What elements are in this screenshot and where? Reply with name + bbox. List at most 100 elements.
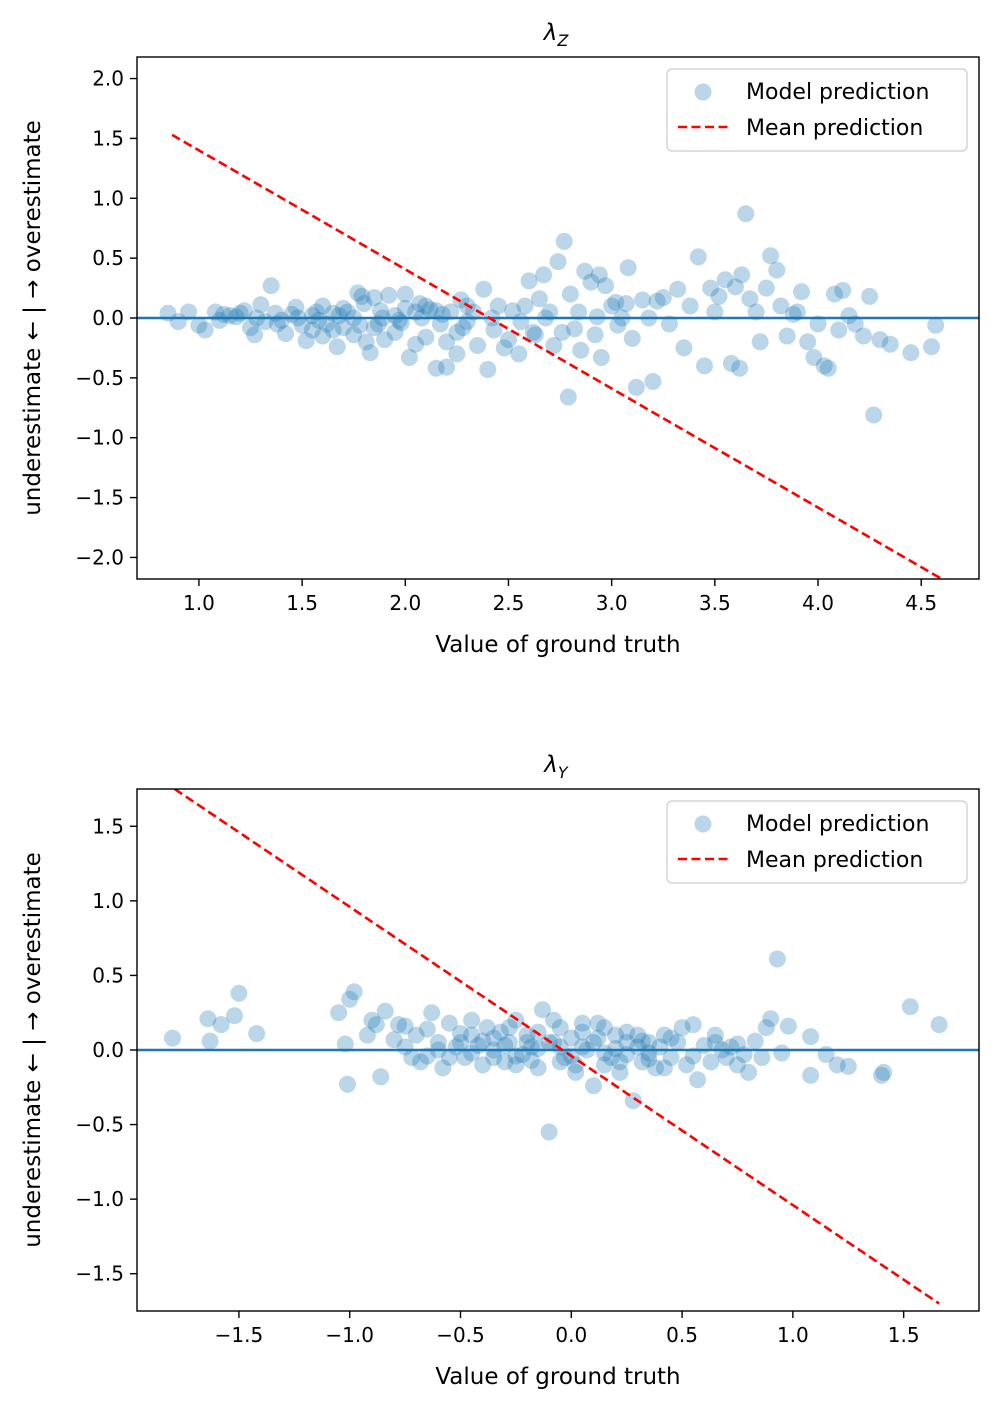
data-point [740, 1063, 758, 1081]
data-point [865, 406, 883, 424]
data-point [819, 359, 837, 377]
y-axis: 2.0 1.5 1.0 0.5 0.0 −0.5 −1.0 −1.5 −2.0 [75, 67, 137, 569]
data-point [768, 950, 786, 968]
data-point [500, 1034, 518, 1051]
data-point [902, 344, 920, 362]
data-point [507, 1056, 525, 1074]
data-point [469, 337, 486, 354]
data-point [799, 333, 817, 351]
data-point [452, 1025, 469, 1043]
data-point [731, 359, 749, 377]
data-point [633, 1032, 651, 1050]
data-point [729, 1056, 746, 1074]
data-point [696, 357, 713, 375]
data-point [310, 311, 328, 329]
data-point [463, 1026, 481, 1044]
data-point [518, 1034, 536, 1051]
data-point [448, 323, 466, 341]
data-point [303, 321, 321, 339]
data-point [573, 1038, 591, 1056]
data-point [396, 1038, 414, 1056]
data-point [293, 316, 311, 334]
data-point [345, 326, 363, 344]
data-point [478, 1019, 496, 1037]
data-point [180, 303, 198, 321]
data-point [602, 1049, 620, 1066]
chart-title-main: λ [542, 752, 558, 778]
data-point [400, 349, 418, 366]
data-point [871, 331, 889, 349]
x-tick-label: 4.5 [905, 591, 937, 615]
data-point [463, 1044, 481, 1062]
data-point [159, 304, 177, 322]
data-point [215, 305, 233, 323]
data-point [678, 1056, 695, 1074]
data-point [607, 293, 625, 311]
y-tick-label: 1.0 [92, 889, 124, 913]
data-point [618, 1023, 636, 1041]
data-point [376, 331, 394, 349]
data-point [392, 314, 410, 332]
data-point [722, 1038, 740, 1056]
data-point [553, 323, 571, 341]
data-point [289, 309, 307, 327]
data-point [440, 1014, 458, 1032]
data-point [500, 331, 517, 349]
scatter-points [164, 950, 948, 1141]
data-point [345, 983, 363, 1001]
data-point [613, 309, 631, 327]
data-point [537, 309, 555, 327]
data-point [722, 355, 740, 372]
data-point [367, 1016, 385, 1034]
data-point [881, 335, 899, 353]
data-point [768, 261, 786, 279]
data-point [211, 311, 228, 329]
data-point [655, 1059, 673, 1077]
data-point [561, 285, 579, 303]
data-point [607, 1026, 625, 1044]
data-point [518, 1026, 536, 1044]
data-point [735, 1046, 753, 1063]
data-point [248, 309, 266, 327]
data-point [361, 344, 379, 362]
data-point [927, 316, 945, 334]
data-point [324, 321, 342, 339]
data-point [592, 349, 610, 366]
data-point [421, 301, 439, 319]
data-point [522, 1038, 540, 1056]
data-point [385, 1031, 403, 1049]
data-point [390, 311, 408, 329]
scatter-points [159, 205, 945, 424]
y-tick-label: −1.5 [75, 1262, 124, 1286]
data-point [463, 1011, 481, 1029]
y-axis-label: underestimate ← | → overestimate [20, 852, 46, 1248]
x-tick-label: −1.0 [325, 1323, 374, 1347]
data-point [588, 308, 606, 326]
x-axis-label: Value of ground truth [435, 632, 680, 658]
data-point [273, 311, 290, 329]
data-point [469, 1037, 487, 1054]
data-point [570, 303, 588, 321]
data-point [417, 328, 435, 346]
legend-label-model-prediction: Model prediction [746, 812, 929, 837]
y-tick-label: 0.0 [92, 306, 124, 330]
data-point [567, 1063, 585, 1081]
data-point [585, 1077, 602, 1095]
data-point [201, 1032, 219, 1050]
x-tick-label: 0.5 [666, 1323, 698, 1347]
chart-title-subscript: Z [556, 31, 569, 50]
data-point [372, 1068, 390, 1086]
x-axis: −1.5 −1.0 −0.5 0.0 0.5 1.0 1.5 [215, 1311, 920, 1347]
data-point [779, 1017, 797, 1035]
data-point [485, 1041, 503, 1059]
data-point [226, 1007, 243, 1025]
data-point [418, 1020, 436, 1038]
data-point [609, 316, 627, 334]
data-point [318, 315, 336, 333]
data-point [624, 1092, 642, 1110]
data-point [334, 299, 352, 317]
data-point [372, 302, 389, 320]
data-point [526, 326, 544, 344]
data-point [746, 1032, 764, 1050]
data-point [429, 1034, 447, 1051]
